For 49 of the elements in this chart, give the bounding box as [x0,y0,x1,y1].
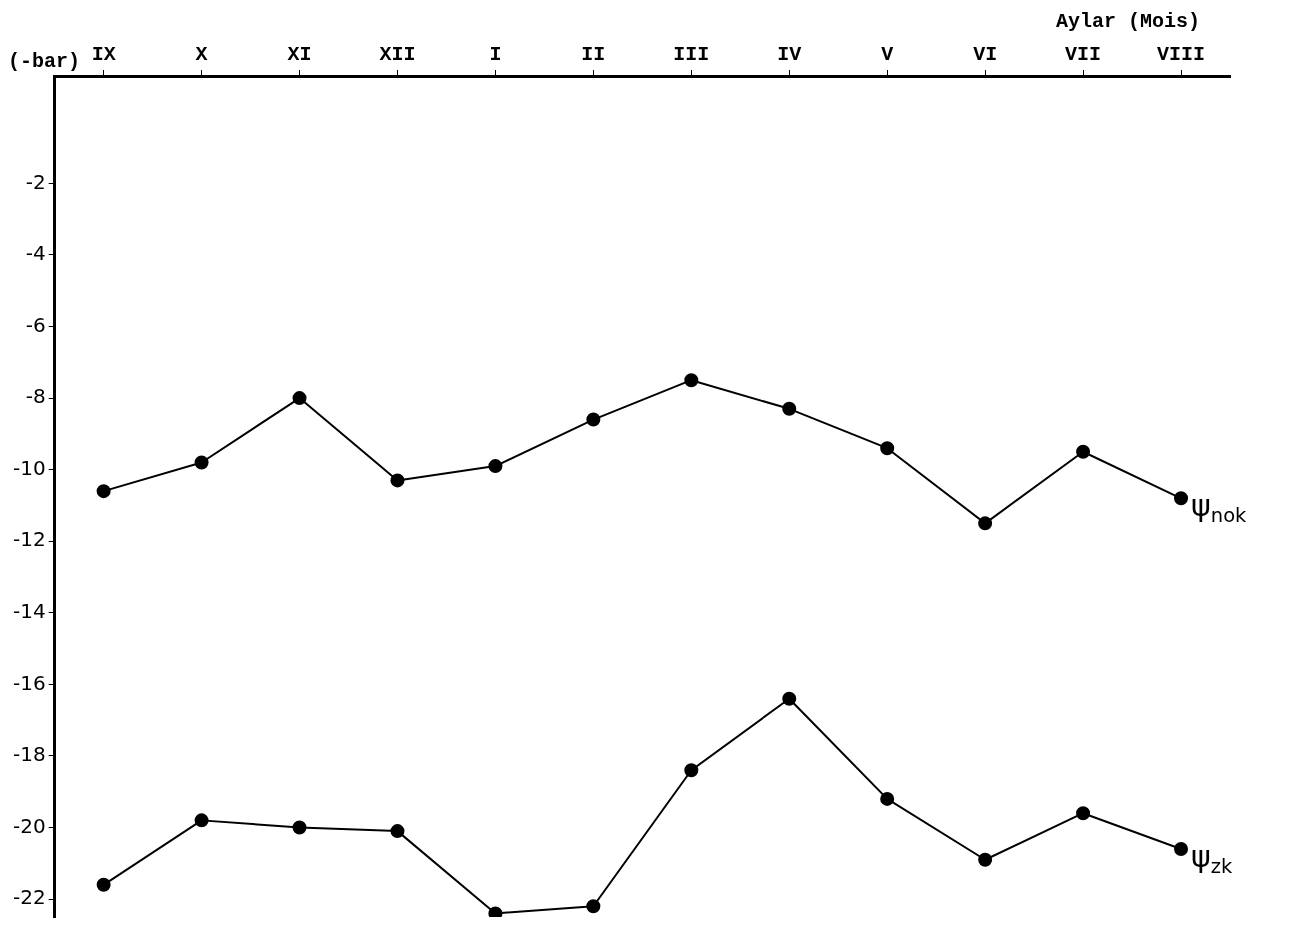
y-tick-label: -16 [12,670,46,695]
point [1076,444,1091,459]
point [586,899,601,914]
point [390,473,405,488]
x-tick-label: X [195,43,208,67]
point [194,455,209,470]
point [292,820,307,835]
y-tick-label: -4 [25,241,46,266]
x-tick-label: VII [1065,43,1102,67]
point [880,441,895,456]
y-tick-label: -6 [25,312,46,337]
point [488,459,503,474]
y-tick-label: -2 [25,169,46,194]
x-tick-label: I [489,43,502,67]
point [782,691,797,706]
point [586,412,601,427]
x-tick-label: V [881,43,894,67]
point [782,401,797,416]
x-tick-label: VI [973,43,998,67]
point [978,516,993,531]
point [488,906,503,917]
y-tick-label: -14 [12,599,46,624]
point [1174,842,1189,856]
point [390,824,405,839]
x-tick-label: VIII [1157,43,1206,67]
x-tick-label: XII [379,43,416,67]
y-axis-title: (-bar) [8,50,81,74]
y-tick-label: -22 [12,885,46,910]
point [194,813,209,828]
point [96,484,111,499]
x-tick-label: IV [777,43,802,67]
point [684,373,699,388]
y-tick-label: -20 [12,813,46,838]
x-tick-label: IX [91,43,116,67]
point [96,877,111,892]
point [292,391,307,406]
y-tick-label: -8 [25,384,46,409]
x-tick-label: XI [287,43,312,67]
point [684,763,699,778]
point [978,852,993,867]
point [880,791,895,806]
x-tick-label: II [581,43,606,67]
y-tick-label: -18 [12,742,46,767]
y-tick-label: -12 [12,527,46,552]
point [1174,491,1189,506]
point [1076,806,1091,821]
y-tick-label: -10 [12,455,46,480]
x-tick-label: III [673,43,710,67]
x-axis-title: Aylar (Mois) [1055,10,1200,34]
